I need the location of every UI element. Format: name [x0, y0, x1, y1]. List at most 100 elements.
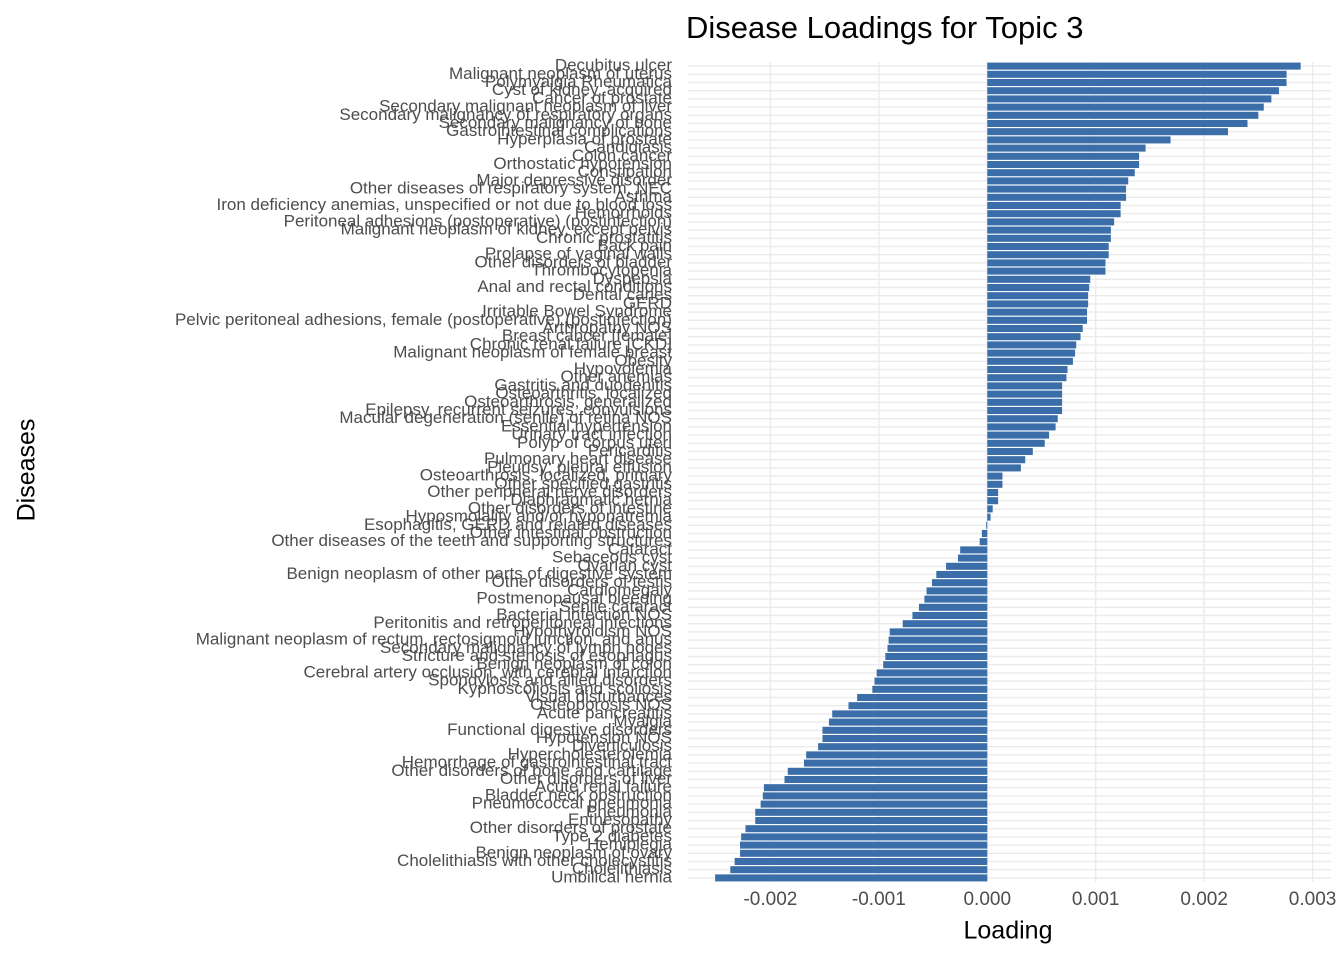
y-tick-label: Malignant neoplasm of female breast [393, 343, 672, 362]
bar [960, 546, 988, 554]
bar [987, 423, 1056, 431]
y-tick-label: Dental caries [573, 285, 672, 304]
y-tick-label: Cancer of prostate [532, 88, 672, 107]
bar [763, 784, 988, 792]
y-tick-label: Sebaceous cyst [552, 548, 672, 567]
bar [832, 710, 988, 718]
y-tick-label: Arthropathy NOS [543, 318, 672, 337]
bar [987, 283, 1090, 292]
y-tick-label: Other disorders of intestine [468, 498, 672, 517]
bar [828, 718, 988, 726]
bar [987, 341, 1077, 349]
bar [804, 759, 988, 767]
bar [883, 661, 988, 669]
bar [987, 275, 1091, 283]
y-tick-label: Hemorrhoids [575, 203, 672, 222]
grid [688, 62, 1331, 882]
bar [872, 685, 988, 693]
y-tick-label: Malignant neoplasm of kidney, except pel… [341, 220, 672, 239]
bar [740, 849, 988, 857]
bar [987, 78, 1287, 87]
bar [745, 825, 988, 833]
bar [885, 652, 988, 661]
bar [981, 529, 988, 538]
y-tick-label: Other diseases of the teeth and supporti… [271, 531, 672, 550]
bar [787, 767, 988, 775]
bar [887, 644, 988, 652]
bar [987, 87, 1279, 95]
y-tick-label: Enthesopathy [568, 810, 672, 829]
bar [987, 472, 1003, 480]
y-tick-label: Thrombocytopenia [531, 261, 672, 280]
y-axis-label: Diseases [13, 419, 41, 522]
y-tick-label: Secondary malignancy of respiratory orga… [339, 105, 672, 124]
y-tick-label: Type 2 diabetes [552, 826, 672, 845]
bar [987, 333, 1081, 341]
bar [818, 743, 988, 751]
bar [987, 62, 1301, 70]
y-tick-label: Kyphoscoliosis and scoliosis [458, 679, 673, 698]
bar [755, 816, 988, 825]
bars [715, 62, 1301, 882]
bar [822, 726, 988, 734]
y-tick-label: Obesity [614, 351, 672, 370]
y-tick-label: Chronic prostatitis [536, 228, 672, 247]
y-tick-label: Senile cataract [560, 597, 673, 616]
bar [987, 316, 1088, 324]
y-tick-label: GERD [623, 293, 672, 312]
bar [987, 128, 1228, 136]
bar [931, 579, 988, 587]
y-tick-label: Hypercholesterolemia [508, 744, 673, 763]
bar [822, 734, 988, 743]
bar [762, 792, 988, 800]
y-tick-label: Hypothyroidism NOS [513, 621, 672, 640]
y-tick-label: Other disorders of liver [500, 769, 672, 788]
y-tick-label: Anal and rectal conditions [477, 277, 672, 296]
bar [902, 620, 988, 628]
bar [987, 415, 1058, 423]
y-tick-label: Prolapse of vaginal walls [485, 244, 672, 263]
y-tick-label: Postmenopausal bleeding [476, 589, 672, 608]
bar [987, 324, 1083, 333]
y-tick-label: Malignant neoplasm of uterus [449, 64, 672, 83]
y-tick-label: Cataract [608, 539, 673, 558]
bar [876, 669, 988, 677]
bar [987, 357, 1073, 365]
y-tick-label: Stricture and stenosis of esophagus [402, 646, 672, 665]
y-tick-label: Myalgia [613, 712, 672, 731]
y-tick-label: Breast cancer [female] [502, 326, 672, 345]
bar [874, 677, 988, 685]
y-tick-label: Osteoarthrosis, generalized [464, 392, 672, 411]
y-tick-label: Pelvic peritoneal adhesions, female (pos… [175, 310, 672, 329]
y-tick-label: Back pain [597, 236, 672, 255]
y-tick-label: Iron deficiency anemias, unspecified or … [217, 195, 673, 214]
y-tick-label: Other disorders of bladder [475, 252, 673, 271]
y-tick-label: Umbilical hernia [551, 867, 672, 886]
bar [987, 160, 1140, 169]
bar [987, 488, 999, 497]
y-tick-label: Irritable Bowel Syndrome [482, 302, 672, 321]
x-tick-label: 0.002 [1180, 889, 1228, 910]
bar [936, 570, 988, 579]
bar [889, 628, 988, 636]
bar [987, 119, 1248, 128]
y-tick-label: Epilepsy, recurrent seizures, convulsion… [365, 400, 672, 419]
bar [987, 456, 1026, 464]
y-tick-label: Hyposmolality and/or hyponatremia [406, 507, 673, 526]
bar [806, 751, 988, 759]
bar [715, 874, 988, 882]
y-tick-label: Secondary malignancy of bone [439, 113, 672, 132]
x-axis-label: Loading [964, 917, 1053, 945]
y-tick-label: Ovarian cyst [578, 556, 673, 575]
bar [987, 70, 1287, 78]
bar [987, 464, 1021, 472]
bar [987, 177, 1129, 185]
y-tick-label: Decubitus ulcer [555, 56, 673, 75]
bar [926, 587, 988, 595]
bar [987, 513, 991, 521]
y-tick-label: Benign neoplasm of colon [476, 654, 672, 673]
bar [987, 251, 1109, 259]
y-tick-label: Visual disturbances [525, 687, 672, 706]
y-tick-label: Secondary malignant neoplasm of liver [379, 97, 672, 116]
y-tick-label: Chronic renal failure [CKD] [470, 334, 672, 353]
